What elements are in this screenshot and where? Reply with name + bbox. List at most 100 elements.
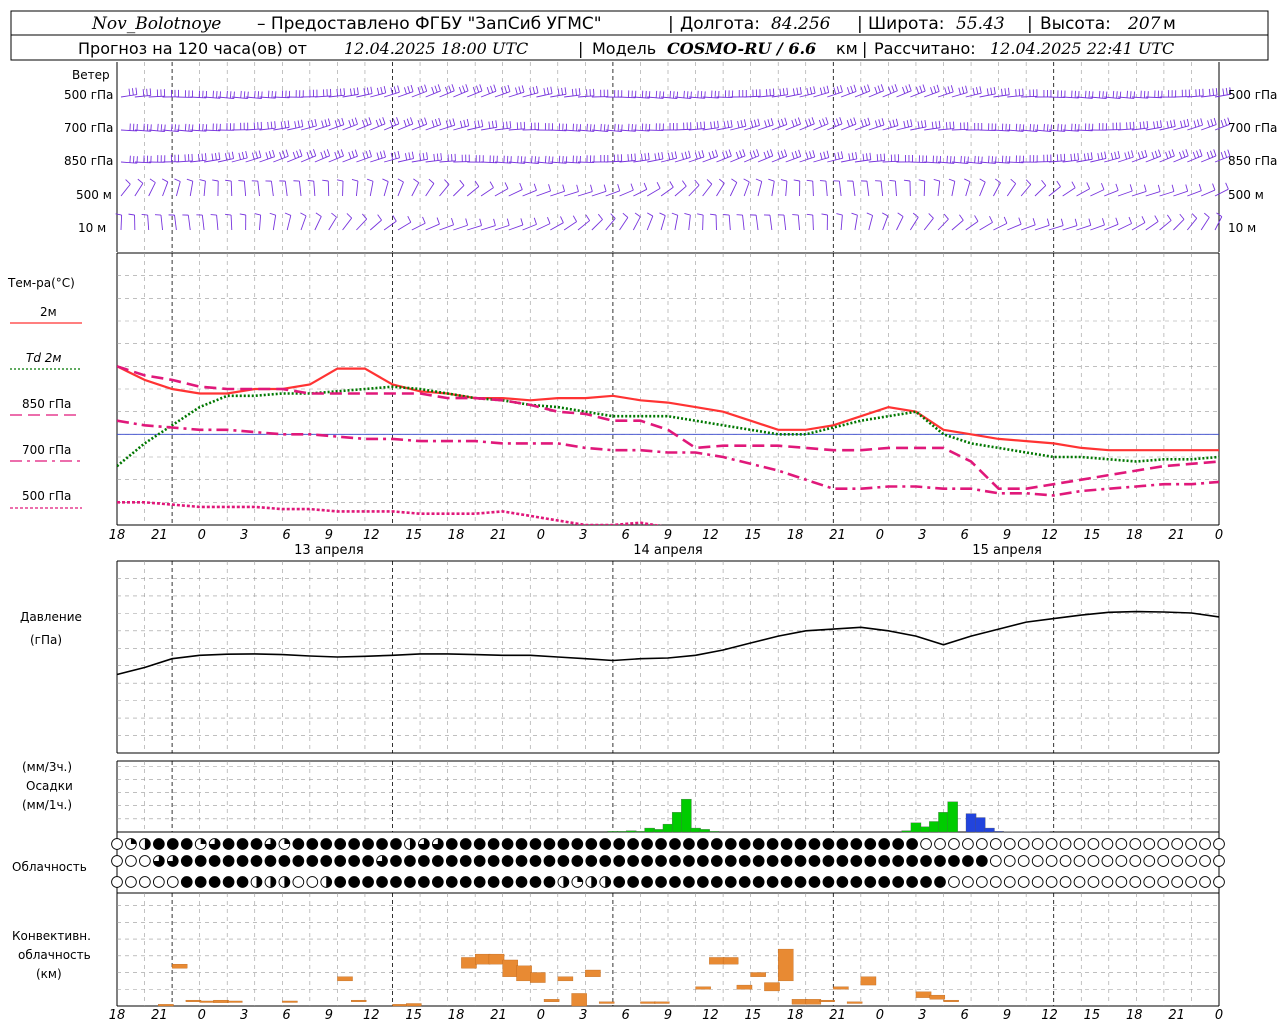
- wind-barb-feather: [481, 119, 484, 127]
- wind-barb-feather: [521, 85, 525, 93]
- cloud-circle: [1171, 876, 1184, 888]
- hour-tick: 18: [1126, 528, 1143, 543]
- wind-barb-feather: [894, 84, 898, 91]
- provider-text: – Предоставлено ФГБУ "ЗапСиб УГМС": [257, 14, 602, 34]
- time-axes: 18 21 0 3 6 9 12 15 18 21 0 3 6 9 12 15 18 21 0 3 6 9 12 15 18 21…: [109, 528, 1223, 1023]
- wind-barb-feather: [603, 184, 607, 192]
- wind-barb-feather: [1179, 213, 1185, 220]
- wind-barb-feather: [572, 215, 577, 222]
- wind-barb-feather: [479, 218, 482, 226]
- wind-barb: [453, 185, 465, 197]
- wind-barb: [769, 215, 773, 231]
- cloud-circle: [1199, 855, 1211, 867]
- wind-barb-feather: [1010, 178, 1016, 184]
- wind-barb-feather: [437, 84, 441, 92]
- alt-label: Высота:: [1040, 14, 1111, 34]
- cloud-circle: [864, 855, 877, 867]
- wind-barb: [1200, 155, 1217, 163]
- wind-barb-feather: [157, 123, 159, 131]
- wind-barb-feather: [889, 120, 892, 128]
- wind-barb-feather: [948, 178, 955, 182]
- wind-barb-feather: [445, 86, 449, 94]
- wind-barb: [577, 129, 594, 132]
- wind-barb: [730, 155, 746, 163]
- wind-barb-feather: [1126, 90, 1128, 98]
- wind-barb-feather: [274, 121, 276, 129]
- conv-bar: [805, 999, 822, 1005]
- wind-barb-feather: [881, 118, 885, 126]
- wind-barb: [342, 93, 359, 98]
- wind-barb: [411, 90, 427, 98]
- wind-barb-feather: [1046, 218, 1050, 226]
- wind-barb-feather: [440, 153, 442, 161]
- hour-tick: 21: [490, 1008, 507, 1023]
- wind-barb-feather: [436, 153, 439, 161]
- wind-barb: [646, 215, 654, 231]
- wind-barb: [674, 215, 679, 231]
- cloud-circle: [320, 838, 333, 850]
- wind-barb: [910, 90, 926, 98]
- wind-barb: [951, 128, 968, 131]
- cloud-circle: [976, 855, 988, 867]
- wind-barb-feather: [1128, 216, 1132, 224]
- cloud-circle: [878, 855, 891, 867]
- cloud-circle: [459, 876, 472, 888]
- wind-barb: [522, 92, 539, 98]
- wind-barb: [979, 181, 986, 197]
- wind-barb-feather: [301, 119, 304, 127]
- wind-barb-feather: [671, 152, 674, 160]
- wind-barb-feather: [532, 86, 536, 94]
- cloud-circle: [962, 855, 974, 867]
- wind-barb-feather: [897, 212, 904, 217]
- hour-tick: 15: [744, 528, 761, 543]
- wind-barb-feather: [476, 85, 480, 93]
- cloud-circle: [836, 876, 849, 888]
- cloud-circle: [794, 876, 807, 888]
- wind-barb: [1214, 93, 1231, 98]
- cloud-circle: [976, 876, 988, 888]
- wind-barb-feather: [586, 123, 588, 131]
- cloud-circle: [1087, 876, 1100, 888]
- cloud-circle: [445, 855, 458, 867]
- cloud-circle: [501, 855, 514, 867]
- wind-level-10m: 10 м: [78, 221, 106, 235]
- wind-barb-feather: [1115, 217, 1119, 225]
- wind-barb-feather: [597, 213, 603, 220]
- wind-barb-feather: [272, 149, 276, 157]
- wind-barb: [1104, 157, 1120, 163]
- wind-barb-feather: [669, 90, 672, 98]
- cloud-circle: [487, 876, 500, 888]
- wind-barb-feather: [837, 152, 840, 160]
- conv-unit: (км): [36, 967, 62, 981]
- wind-barb-feather: [825, 117, 829, 124]
- wind-barb: [993, 222, 1008, 231]
- wind-barb-feather: [818, 119, 823, 127]
- wind-barb-feather: [509, 121, 512, 129]
- wind-barb-feather: [791, 152, 795, 160]
- pressure-unit: (гПа): [30, 633, 62, 647]
- wind-barb: [1145, 126, 1162, 131]
- wind-barb: [148, 95, 165, 98]
- wind-barb-feather: [796, 87, 799, 95]
- wind-barb-feather: [320, 151, 324, 159]
- wind-barb-feather: [698, 151, 702, 159]
- cloud-circle: [850, 855, 863, 867]
- wind-barb-feather: [407, 215, 412, 223]
- hour-tick: 21: [490, 528, 507, 543]
- wind-barb: [937, 181, 941, 197]
- wind-barb: [605, 160, 622, 163]
- wind-barb: [813, 157, 829, 163]
- wind-barb-feather: [1185, 149, 1189, 156]
- cloud-circle: [948, 855, 960, 867]
- wind-barb-feather: [426, 152, 429, 160]
- cloud-circle: [529, 838, 542, 850]
- wind-barb: [1020, 184, 1032, 197]
- wind-barb-feather: [834, 152, 837, 160]
- wind-barb: [1187, 190, 1202, 197]
- cloud-fill-sector: [376, 855, 388, 867]
- wind-barb-feather: [1146, 121, 1149, 129]
- cloud-circle: [152, 838, 165, 850]
- hour-tick: 9: [664, 1008, 672, 1023]
- wind-barb-feather: [809, 151, 812, 159]
- wind-barb-feather: [912, 212, 919, 218]
